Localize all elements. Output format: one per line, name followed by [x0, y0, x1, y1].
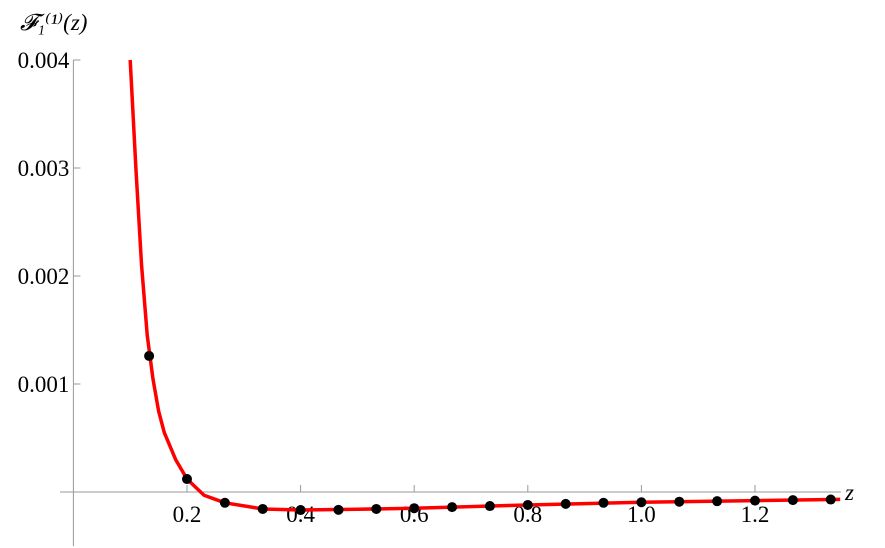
data-point: [333, 504, 344, 515]
data-point: [484, 501, 495, 512]
data-point: [750, 495, 760, 506]
data-point: [560, 498, 571, 509]
x-axis-label: z: [844, 480, 854, 505]
data-point: [371, 503, 382, 514]
data-point: [825, 494, 836, 505]
data-point: [712, 496, 723, 507]
data-point: [674, 496, 685, 507]
data-point: [409, 503, 420, 514]
data-point: [636, 497, 647, 508]
data-point: [598, 497, 609, 508]
data-point: [182, 474, 192, 485]
data-point: [787, 495, 798, 506]
y-tick-label: 0.004: [18, 48, 70, 73]
curve: [128, 59, 841, 512]
data-point: [295, 505, 306, 516]
y-tick-label: 0.001: [18, 372, 70, 397]
y-tick-label: 0.003: [18, 156, 70, 181]
data-point: [144, 350, 155, 361]
data-point: [447, 502, 458, 513]
y-axis-label: 𝓕₁⁽¹⁾(z): [20, 10, 87, 35]
x-tick-label: 0.2: [173, 502, 202, 527]
data-point: [257, 503, 268, 514]
data-point: [522, 499, 533, 510]
y-tick-label: 0.002: [18, 264, 70, 289]
x-tick-label: 1.2: [741, 502, 770, 527]
data-point: [219, 497, 230, 508]
